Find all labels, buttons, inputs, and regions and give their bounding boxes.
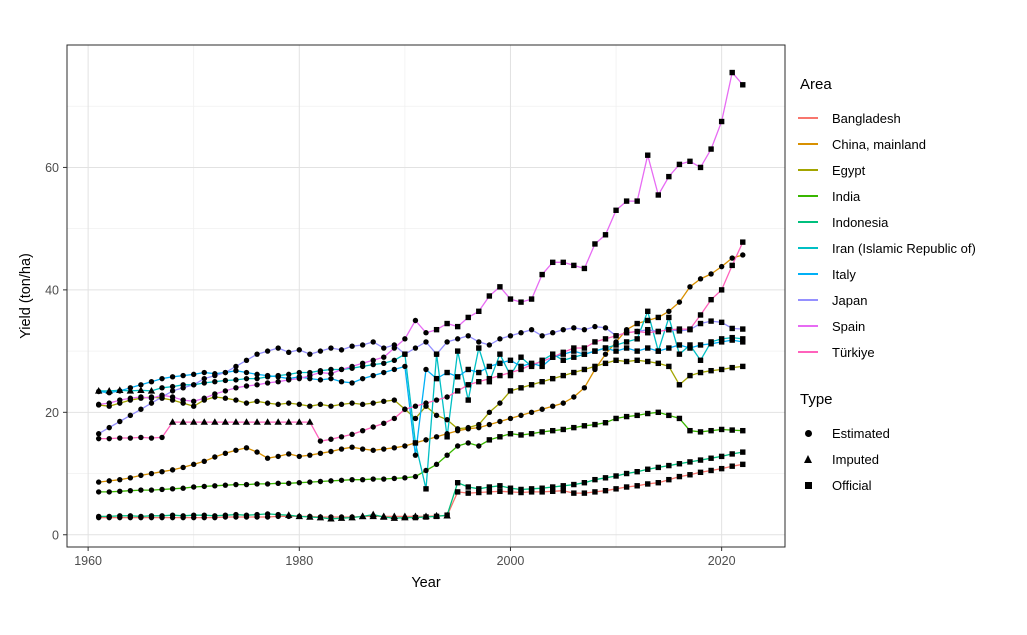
series-spain-points bbox=[95, 69, 746, 408]
series-t-rkiye-points bbox=[95, 239, 746, 444]
legend-swatch-egypt bbox=[798, 169, 818, 171]
legend-item-china-mainland: China, mainland bbox=[798, 131, 1023, 157]
legend-swatch-japan bbox=[798, 299, 818, 301]
legend-swatch-italy bbox=[798, 273, 818, 275]
legend-item-italy: Italy bbox=[798, 261, 1023, 287]
legend-item-india: India bbox=[798, 183, 1023, 209]
legend-label-egypt: Egypt bbox=[832, 162, 866, 178]
y-tick-label: 40 bbox=[45, 283, 59, 297]
panel-background bbox=[67, 45, 785, 547]
legend-label-italy: Italy bbox=[832, 266, 856, 282]
y-tick-label: 60 bbox=[45, 161, 59, 175]
circle-icon bbox=[798, 429, 818, 437]
triangle-icon bbox=[798, 455, 818, 463]
legend-item-egypt: Egypt bbox=[798, 157, 1023, 183]
legend-label-indonesia: Indonesia bbox=[832, 214, 889, 230]
legend-area-items: Bangladesh China, mainland Egypt India Indon… bbox=[798, 105, 1023, 365]
legend-label-bangladesh: Bangladesh bbox=[832, 110, 901, 126]
panel-border bbox=[66, 44, 786, 548]
legend-label-imputed: Imputed bbox=[832, 451, 879, 467]
y-tick-label: 20 bbox=[45, 406, 59, 420]
x-tick-label: 1960 bbox=[74, 554, 102, 568]
legend-type-title: Type bbox=[800, 391, 833, 408]
legend-item-spain: Spain bbox=[798, 313, 1023, 339]
x-tick-label: 1980 bbox=[285, 554, 313, 568]
legend-area-title: Area bbox=[800, 76, 832, 93]
legend-item-iran-islamic-republic-of: Iran (Islamic Republic of) bbox=[798, 235, 1023, 261]
legend-label-india: India bbox=[832, 188, 861, 204]
legend-item-indonesia: Indonesia bbox=[798, 209, 1023, 235]
y-tick-label: 0 bbox=[52, 528, 59, 542]
legend-item-japan: Japan bbox=[798, 287, 1023, 313]
plot-panel: 1960 1980 2000 2020 0 20 40 60 Year Yield (ton/ha… bbox=[18, 44, 786, 591]
series-india-points bbox=[95, 409, 746, 495]
legend-label-spain: Spain bbox=[832, 318, 866, 334]
legend-swatch-spain bbox=[798, 325, 818, 327]
square-icon bbox=[798, 481, 818, 489]
legend-item-t-rkiye: Türkiye bbox=[798, 339, 1023, 365]
legend-label-t-rkiye: Türkiye bbox=[832, 344, 875, 360]
legend-swatch-india bbox=[798, 195, 818, 197]
legend-item-bangladesh: Bangladesh bbox=[798, 105, 1023, 131]
y-axis-title: Yield (ton/ha) bbox=[18, 253, 34, 339]
legend-item-imputed: Imputed bbox=[798, 446, 1023, 472]
legend-swatch-t-rkiye bbox=[798, 351, 818, 353]
x-tick-label: 2020 bbox=[708, 554, 736, 568]
legend-swatch-china-mainland bbox=[798, 143, 818, 145]
series-indonesia-points bbox=[95, 449, 746, 522]
legend-label-china-mainland: China, mainland bbox=[832, 136, 926, 152]
legend-label-japan: Japan bbox=[832, 292, 868, 308]
series-italy-points bbox=[95, 337, 746, 458]
legend: Area Bangladesh China, mainland Egypt India… bbox=[798, 76, 1023, 498]
legend-item-official: Official bbox=[798, 472, 1023, 498]
legend-label-iran-islamic-republic-of: Iran (Islamic Republic of) bbox=[832, 240, 976, 256]
x-tick-label: 2000 bbox=[497, 554, 525, 568]
legend-swatch-iran-islamic-republic-of bbox=[798, 247, 818, 249]
legend-label-estimated: Estimated bbox=[832, 425, 890, 441]
legend-swatch-bangladesh bbox=[798, 117, 818, 119]
legend-item-estimated: Estimated bbox=[798, 420, 1023, 446]
legend-label-official: Official bbox=[832, 477, 872, 493]
legend-swatch-indonesia bbox=[798, 221, 818, 223]
legend-type-items: Estimated Imputed Official bbox=[798, 420, 1023, 498]
x-axis-title: Year bbox=[411, 575, 440, 591]
